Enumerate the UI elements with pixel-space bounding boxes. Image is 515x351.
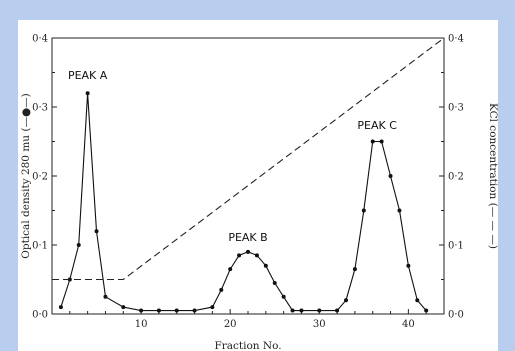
optical-density-point bbox=[210, 305, 215, 310]
optical-density-point bbox=[254, 253, 259, 258]
optical-density-point bbox=[121, 305, 126, 310]
x-tick-label: 20 bbox=[224, 319, 237, 330]
kcl-concentration-line bbox=[52, 37, 445, 281]
y-right-tick-label: 0·3 bbox=[448, 103, 464, 114]
optical-density-point bbox=[352, 267, 357, 272]
y-right-tick-label: 0·0 bbox=[448, 310, 464, 321]
y-left-tick-label: 0·4 bbox=[32, 34, 48, 45]
optical-density-point bbox=[246, 249, 250, 254]
optical-density-point bbox=[290, 308, 295, 313]
optical-density-point bbox=[379, 139, 384, 144]
optical-density-point bbox=[85, 91, 90, 96]
peak-label: PEAK C bbox=[357, 119, 397, 132]
y-right-tick-label: 0·1 bbox=[448, 241, 464, 252]
plot-area-border bbox=[51, 37, 445, 315]
optical-density-point bbox=[406, 263, 411, 268]
y-left-tick-label: 0·2 bbox=[32, 172, 48, 183]
chart-frame: 10 20 30 40 0·0 0·1 0·2 0·3 0·4 0·0 0·1 0·2 0·3 0·4 P… bbox=[18, 20, 498, 351]
y-left-tick-label: 0·1 bbox=[32, 241, 48, 252]
optical-density-point bbox=[388, 174, 393, 178]
optical-density-point bbox=[174, 308, 179, 313]
x-axis-label: Fraction No. bbox=[214, 340, 281, 351]
x-tick-label: 40 bbox=[402, 319, 415, 330]
optical-density-point bbox=[219, 287, 224, 292]
x-tick-label: 10 bbox=[135, 319, 148, 330]
y-axis-left-label: Optical density 280 mu (—●—) bbox=[20, 93, 32, 258]
optical-density-point bbox=[299, 308, 304, 313]
optical-density-point bbox=[415, 298, 420, 303]
optical-density-point bbox=[103, 294, 108, 299]
optical-density-point bbox=[397, 208, 402, 213]
optical-density-point bbox=[335, 308, 340, 313]
optical-density-point bbox=[361, 208, 366, 213]
optical-density-point bbox=[370, 139, 375, 144]
optical-density-line bbox=[60, 93, 427, 312]
peak-label: PEAK B bbox=[228, 231, 267, 244]
y-left-tick-label: 0·3 bbox=[32, 103, 48, 114]
optical-density-point bbox=[228, 267, 233, 272]
optical-density-point bbox=[424, 308, 429, 313]
optical-density-point bbox=[272, 280, 277, 285]
optical-density-point bbox=[263, 263, 268, 268]
optical-density-point bbox=[344, 298, 348, 303]
optical-density-point bbox=[237, 253, 242, 258]
optical-density-point bbox=[139, 308, 144, 313]
optical-density-point bbox=[58, 305, 63, 310]
optical-density-point bbox=[94, 229, 99, 234]
optical-density-point bbox=[317, 308, 322, 313]
y-right-tick-label: 0·2 bbox=[448, 172, 464, 183]
chart: 10 20 30 40 0·0 0·1 0·2 0·3 0·4 0·0 0·1 0·2 0·3 0·4 P… bbox=[20, 34, 498, 351]
x-tick-label: 30 bbox=[313, 319, 326, 330]
y-axis-right-label: KCl concentration (— — —) bbox=[487, 103, 498, 249]
optical-density-point bbox=[192, 308, 197, 313]
peak-label: PEAK A bbox=[68, 69, 108, 82]
optical-density-point bbox=[281, 294, 286, 299]
optical-density-point bbox=[156, 308, 161, 313]
optical-density-point bbox=[76, 243, 81, 247]
y-left-tick-label: 0·0 bbox=[32, 310, 48, 321]
y-right-tick-label: 0·4 bbox=[448, 34, 464, 45]
